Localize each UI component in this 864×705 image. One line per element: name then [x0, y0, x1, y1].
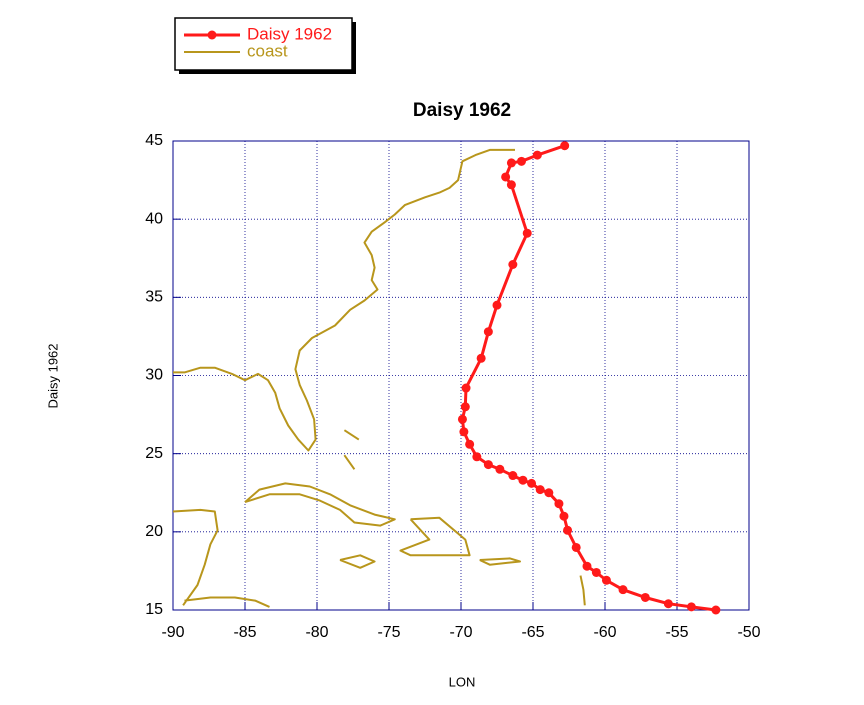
marker — [516, 156, 526, 166]
marker — [465, 439, 475, 449]
y-tick-label: 35 — [145, 289, 163, 306]
series-line — [172, 148, 586, 608]
y-axis-label: Daisy 1962 — [45, 343, 60, 408]
y-tick-label: 45 — [145, 132, 163, 149]
marker — [483, 327, 493, 337]
chart-title: Daisy 1962 — [413, 100, 511, 121]
marker — [483, 460, 493, 470]
x-tick-label: -90 — [161, 624, 184, 641]
marker — [495, 464, 505, 474]
marker — [527, 478, 537, 488]
y-tick-label: 20 — [145, 523, 163, 540]
marker — [476, 353, 486, 363]
y-tick-label: 25 — [145, 445, 163, 462]
marker — [508, 260, 518, 270]
legend-marker — [207, 30, 217, 40]
x-tick-label: -60 — [593, 624, 616, 641]
marker — [457, 414, 467, 424]
marker — [492, 300, 502, 310]
marker — [532, 150, 542, 160]
marker — [460, 402, 470, 412]
marker — [506, 180, 516, 190]
x-tick-label: -85 — [233, 624, 256, 641]
marker — [554, 499, 564, 509]
marker — [560, 141, 570, 151]
marker — [711, 605, 721, 615]
marker — [544, 488, 554, 498]
marker — [522, 228, 532, 238]
x-tick-label: -70 — [449, 624, 472, 641]
marker — [461, 383, 471, 393]
x-tick-label: -55 — [665, 624, 688, 641]
x-tick-label: -50 — [737, 624, 760, 641]
marker — [535, 485, 545, 495]
marker — [601, 575, 611, 585]
x-tick-label: -65 — [521, 624, 544, 641]
x-tick-label: -80 — [305, 624, 328, 641]
marker — [508, 471, 518, 481]
marker — [618, 585, 628, 595]
marker — [591, 567, 601, 577]
marker — [640, 592, 650, 602]
marker — [472, 452, 482, 462]
marker — [518, 475, 528, 485]
marker — [563, 525, 573, 535]
legend-label: Daisy 1962 — [247, 24, 332, 43]
x-tick-label: -75 — [377, 624, 400, 641]
x-axis-label: LON — [449, 674, 476, 689]
marker — [571, 542, 581, 552]
marker — [501, 172, 511, 182]
y-tick-label: 30 — [145, 367, 163, 384]
marker — [663, 599, 673, 609]
series-line — [460, 144, 717, 612]
marker — [582, 561, 592, 571]
y-tick-label: 15 — [145, 601, 163, 618]
legend-box — [174, 17, 353, 71]
y-tick-label: 40 — [145, 210, 163, 227]
marker — [506, 158, 516, 168]
marker — [686, 602, 696, 612]
plot-frame — [172, 140, 750, 611]
legend-label: coast — [247, 41, 288, 60]
marker — [559, 511, 569, 521]
marker — [459, 427, 469, 437]
